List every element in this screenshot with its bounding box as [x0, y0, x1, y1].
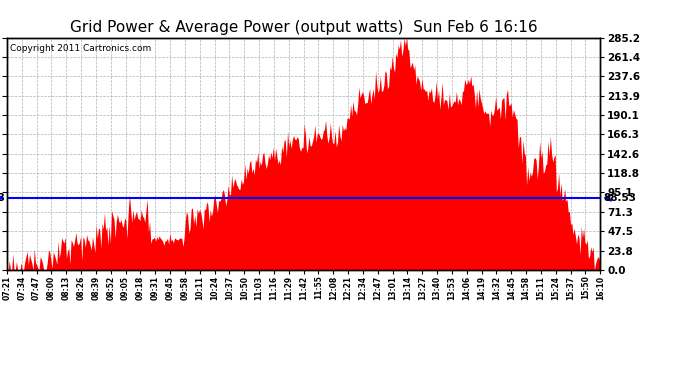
Text: Copyright 2011 Cartronics.com: Copyright 2011 Cartronics.com	[10, 45, 151, 54]
Text: 88.53: 88.53	[603, 193, 636, 203]
Title: Grid Power & Average Power (output watts)  Sun Feb 6 16:16: Grid Power & Average Power (output watts…	[70, 20, 538, 35]
Text: 88.53: 88.53	[0, 193, 6, 203]
